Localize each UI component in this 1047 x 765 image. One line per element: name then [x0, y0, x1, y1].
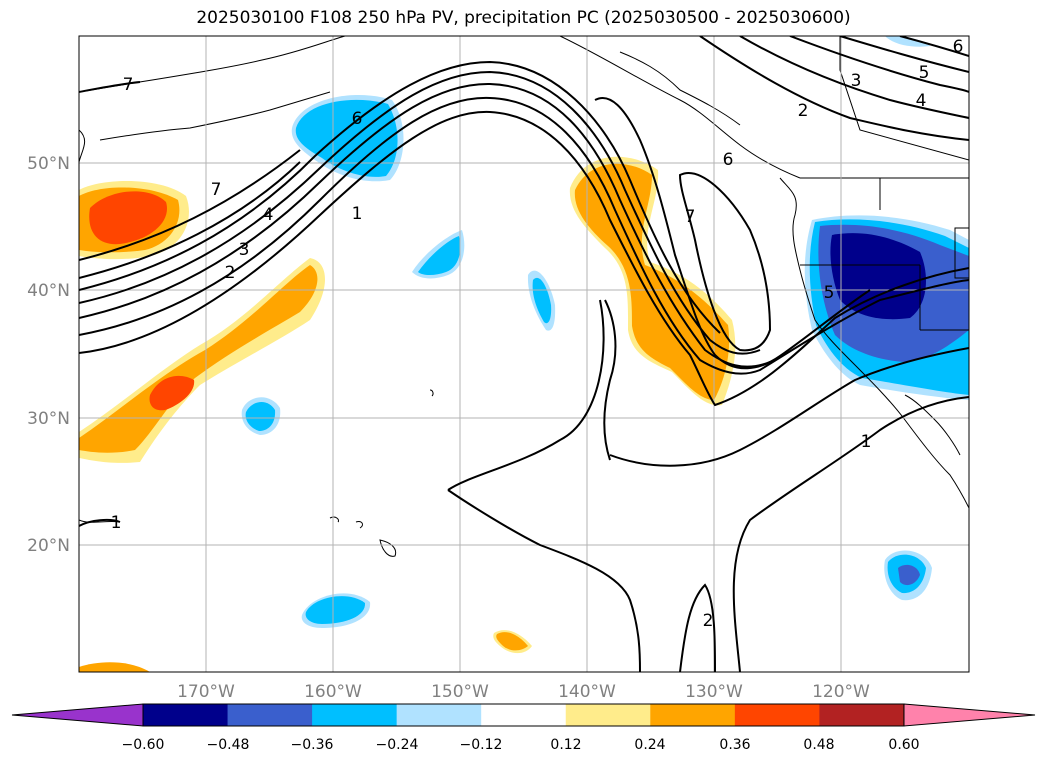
colorbar-tick-labels: −0.60 −0.48 −0.36 −0.24 −0.12 0.12 0.24 …: [122, 737, 920, 753]
contour-label: 7: [685, 207, 696, 227]
colorbar-tick-label: 0.12: [550, 737, 581, 753]
pv-contours: [79, 36, 969, 672]
contour-label: 5: [919, 63, 930, 83]
contour-label: 2: [225, 263, 236, 283]
lon-label: 130°W: [685, 682, 743, 702]
gridlines: [79, 36, 969, 672]
colorbar-segment: [819, 704, 905, 726]
lat-label: 50°N: [27, 154, 70, 174]
colorbar-segment: [481, 704, 567, 726]
lat-label: 20°N: [27, 536, 70, 556]
colorbar-tick-label: −0.60: [122, 737, 165, 753]
map-frame: [78, 35, 970, 673]
contour-label: 6: [723, 150, 734, 170]
colorbar-tick-label: 0.36: [719, 737, 750, 753]
contour-label: 2: [703, 611, 714, 631]
contour-label: 1: [111, 513, 122, 533]
contour-label: 6: [953, 37, 964, 57]
contour-labels: 7 7 6 6 5 5 4 4 3 3 2 2 2 1 1 1 7 6: [111, 37, 964, 631]
contour-label: 3: [851, 71, 862, 91]
colorbar-tick-label: 0.24: [634, 737, 665, 753]
contour-label: 5: [824, 283, 835, 303]
colorbar-tick-label: −0.24: [376, 737, 419, 753]
contour-label: 2: [798, 101, 809, 121]
contour-label: 7: [211, 180, 222, 200]
colorbar-tick-label: −0.12: [460, 737, 503, 753]
contour-label: 4: [916, 91, 927, 111]
colorbar-tick-label: 0.48: [803, 737, 834, 753]
colorbar-segment: [312, 704, 398, 726]
colorbar-tick-label: −0.48: [207, 737, 250, 753]
colorbar-tick-label: −0.36: [291, 737, 334, 753]
colorbar-segment: [734, 704, 820, 726]
colorbar-extend-low: [11, 703, 144, 727]
lon-label: 150°W: [431, 682, 489, 702]
lon-label: 170°W: [177, 682, 235, 702]
colorbar-segment: [396, 704, 482, 726]
longitude-labels: 170°W 160°W 150°W 140°W 130°W 120°W: [177, 682, 870, 702]
colorbar-segment: [565, 704, 651, 726]
lat-label: 30°N: [27, 409, 70, 429]
map-plot-area: 7 7 6 6 5 5 4 4 3 3 2 2 2 1 1 1 7 6: [79, 36, 969, 672]
lon-label: 160°W: [304, 682, 362, 702]
contour-label: 7: [123, 75, 134, 95]
colorbar: [11, 703, 1036, 727]
map-title: 2025030100 F108 250 hPa PV, precipitatio…: [196, 8, 851, 28]
contour-label: 6: [352, 109, 363, 129]
positive-anomaly-shading: [79, 156, 736, 672]
lon-label: 140°W: [558, 682, 616, 702]
lon-label: 120°W: [812, 682, 870, 702]
lat-label: 40°N: [27, 281, 70, 301]
colorbar-segment: [227, 704, 313, 726]
colorbar-tick-label: 0.60: [888, 737, 919, 753]
latitude-labels: 50°N 40°N 30°N 20°N: [27, 154, 70, 556]
contour-label: 4: [263, 205, 274, 225]
coastlines: [79, 36, 969, 557]
contour-label: 3: [239, 240, 250, 260]
colorbar-segment: [650, 704, 736, 726]
negative-anomaly-shading: [241, 36, 969, 628]
colorbar-segment: [143, 704, 229, 726]
colorbar-extend-high: [903, 703, 1036, 727]
contour-label: 1: [861, 432, 872, 452]
contour-label: 1: [352, 204, 363, 224]
colorbar-frame: [142, 703, 905, 727]
